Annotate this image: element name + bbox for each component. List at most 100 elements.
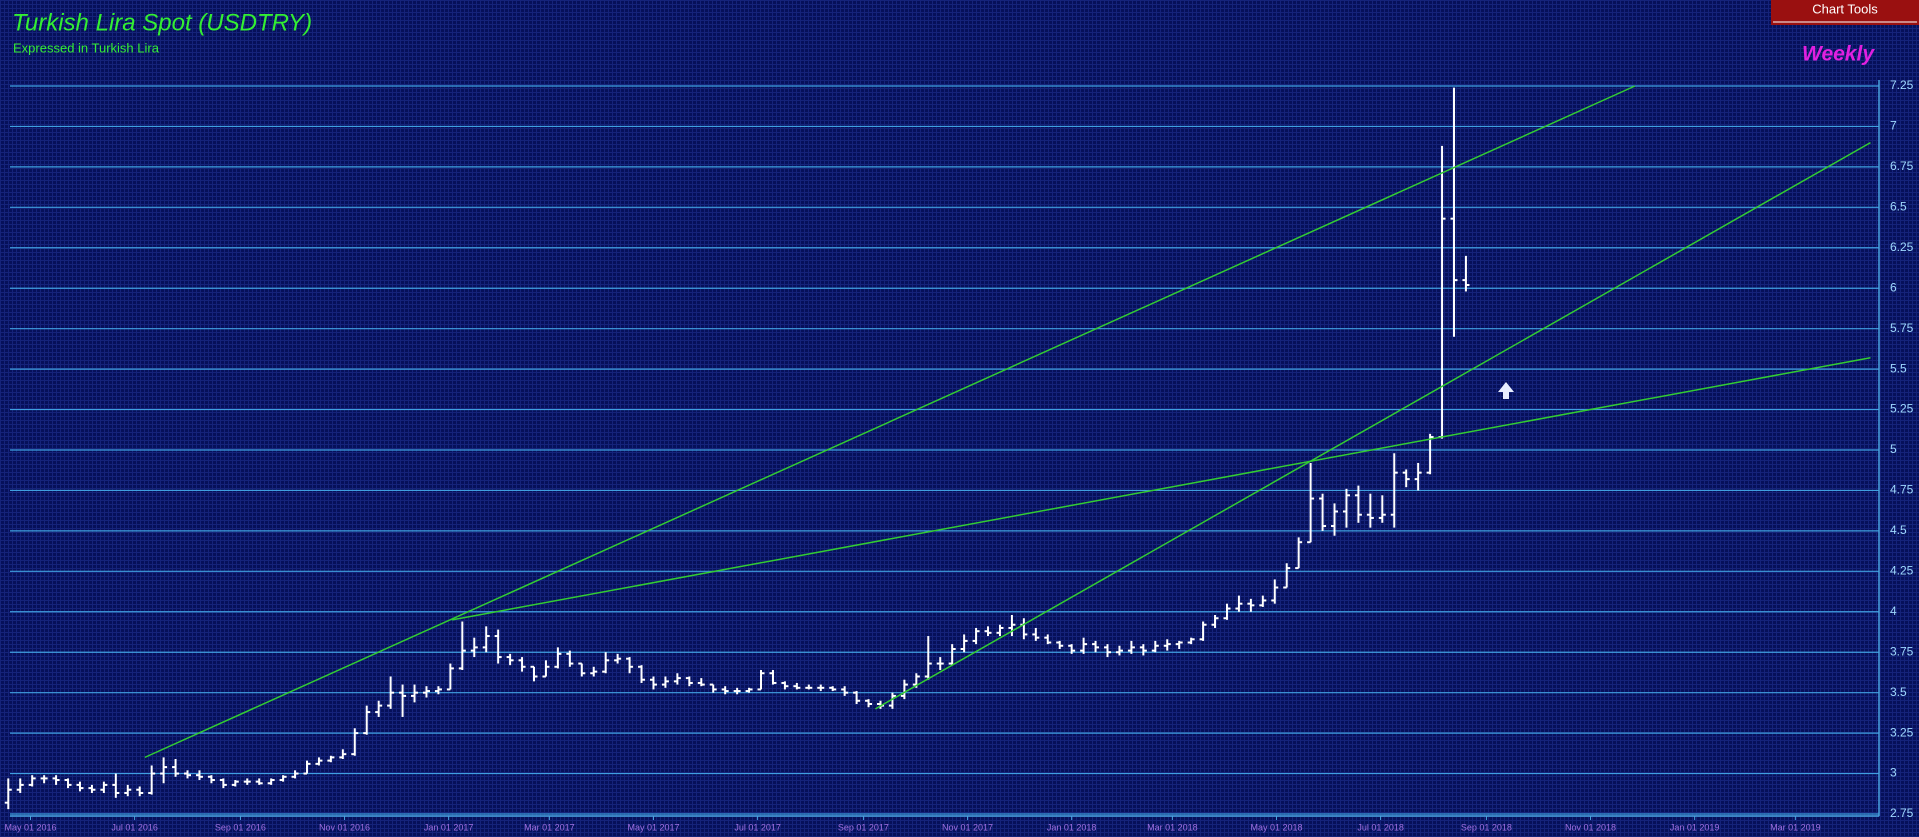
y-tick-label: 4 — [1890, 604, 1897, 618]
ohlc-bar — [339, 749, 347, 759]
ohlc-bar — [542, 660, 550, 678]
ohlc-bar — [124, 784, 132, 797]
chart-subtitle: Expressed in Turkish Lira — [13, 40, 160, 55]
x-tick-label: Nov 01 2018 — [1565, 822, 1616, 832]
ohlc-bar — [1080, 637, 1088, 654]
ohlc-bar — [1127, 640, 1135, 654]
ohlc-bar — [482, 626, 490, 653]
ohlc-bar — [518, 657, 526, 672]
ohlc-bar — [841, 686, 849, 696]
ohlc-bar — [685, 676, 693, 687]
ohlc-bar — [1378, 495, 1386, 523]
x-tick-label: May 01 2017 — [627, 822, 679, 832]
ohlc-bar — [327, 755, 335, 763]
ohlc-bar — [1175, 640, 1183, 649]
y-tick-label: 4.75 — [1890, 483, 1914, 497]
ohlc-bar — [4, 778, 12, 810]
button-label[interactable]: Chart Tools — [1812, 1, 1878, 16]
ohlc-bar — [602, 652, 610, 674]
ohlc-bar — [279, 775, 287, 782]
x-tick-label: Nov 01 2016 — [319, 822, 370, 832]
ohlc-bar — [315, 757, 323, 766]
x-tick-label: Jul 01 2016 — [111, 822, 158, 832]
ohlc-bar — [984, 626, 992, 637]
x-tick-label: Sep 01 2018 — [1461, 822, 1512, 832]
ohlc-bar — [865, 699, 873, 708]
x-tick-label: Jan 01 2017 — [424, 822, 474, 832]
ohlc-bar — [805, 684, 813, 690]
ohlc-bar — [936, 657, 944, 671]
ohlc-bar — [411, 684, 419, 703]
chart-tools-button[interactable]: Chart Tools — [1771, 0, 1919, 25]
ohlc-bar — [948, 644, 956, 666]
ohlc-bar — [649, 676, 657, 690]
x-tick-label: Sep 01 2016 — [215, 822, 266, 832]
y-tick-label: 5.75 — [1890, 321, 1914, 335]
ohlc-bar — [1139, 644, 1147, 656]
ohlc-bar — [243, 778, 251, 785]
y-tick-label: 6.75 — [1890, 159, 1914, 173]
ohlc-bar — [64, 778, 72, 789]
ohlc-bar — [721, 686, 729, 695]
ohlc-bar — [1223, 603, 1231, 620]
x-tick-label: Sep 01 2017 — [838, 822, 889, 832]
ohlc-bar — [1115, 645, 1123, 656]
x-tick-label: Mar 01 2019 — [1770, 822, 1821, 832]
ohlc-bar — [1450, 87, 1458, 337]
ohlc-bar — [195, 770, 203, 781]
ohlc-bar — [1295, 537, 1303, 570]
ohlc-bar — [1319, 493, 1327, 531]
trend-layer — [144, 85, 1871, 759]
ohlc-bar — [1354, 485, 1362, 523]
x-tick-label: Nov 01 2017 — [942, 822, 993, 832]
trend-line — [144, 85, 1636, 759]
y-tick-label: 7.25 — [1890, 78, 1914, 92]
ohlc-bar — [781, 681, 789, 690]
y-tick-label: 5.5 — [1890, 361, 1907, 375]
ohlc-bar — [1342, 488, 1350, 528]
ohlc-bar — [387, 676, 395, 709]
ohlc-bar — [1271, 579, 1279, 604]
ohlc-bar — [88, 784, 96, 793]
ohlc-bar — [494, 629, 502, 664]
ohlc-bar — [1390, 453, 1398, 528]
x-tick-label: Jul 01 2017 — [734, 822, 781, 832]
ohlc-bar — [1366, 493, 1374, 528]
ohlc-bar — [255, 778, 263, 785]
ohlc-bar — [1402, 469, 1410, 488]
trend-line — [875, 141, 1871, 710]
ohlc-bar — [757, 670, 765, 691]
ohlc-bar — [184, 770, 192, 779]
ohlc-bar — [1032, 627, 1040, 641]
x-tick-label: Mar 01 2018 — [1147, 822, 1198, 832]
x-tick-label: May 01 2016 — [4, 822, 56, 832]
ohlc-bar — [578, 662, 586, 677]
ohlc-bar — [638, 665, 646, 683]
y-tick-label: 2.75 — [1890, 806, 1914, 820]
ohlc-bar — [769, 670, 777, 685]
ohlc-bar — [590, 666, 598, 677]
ohlc-bar — [1283, 563, 1291, 589]
ohlc-bar — [76, 781, 84, 792]
ohlc-bar — [960, 634, 968, 653]
ohlc-bar — [1247, 598, 1255, 612]
ohlc-bar — [924, 636, 932, 680]
ohlc-bar — [207, 775, 215, 784]
ohlc-bar — [112, 773, 120, 798]
ohlc-bar — [1151, 640, 1159, 653]
ohlc-bar — [1104, 644, 1112, 658]
y-tick-label: 4.5 — [1890, 523, 1907, 537]
x-tick-label: May 01 2018 — [1250, 822, 1302, 832]
ohlc-bar — [148, 765, 156, 795]
ohlc-bar — [1259, 595, 1267, 607]
button-bg[interactable] — [1771, 0, 1919, 25]
ohlc-bar — [1414, 462, 1422, 491]
x-tick-label: Jul 01 2018 — [1357, 822, 1404, 832]
ohlc-bar — [160, 757, 168, 784]
ohlc-bar — [709, 683, 717, 693]
chart-title: Turkish Lira Spot (USDTRY) — [12, 9, 312, 36]
ohlc-bar — [614, 653, 622, 664]
ohlc-bar — [733, 687, 741, 695]
